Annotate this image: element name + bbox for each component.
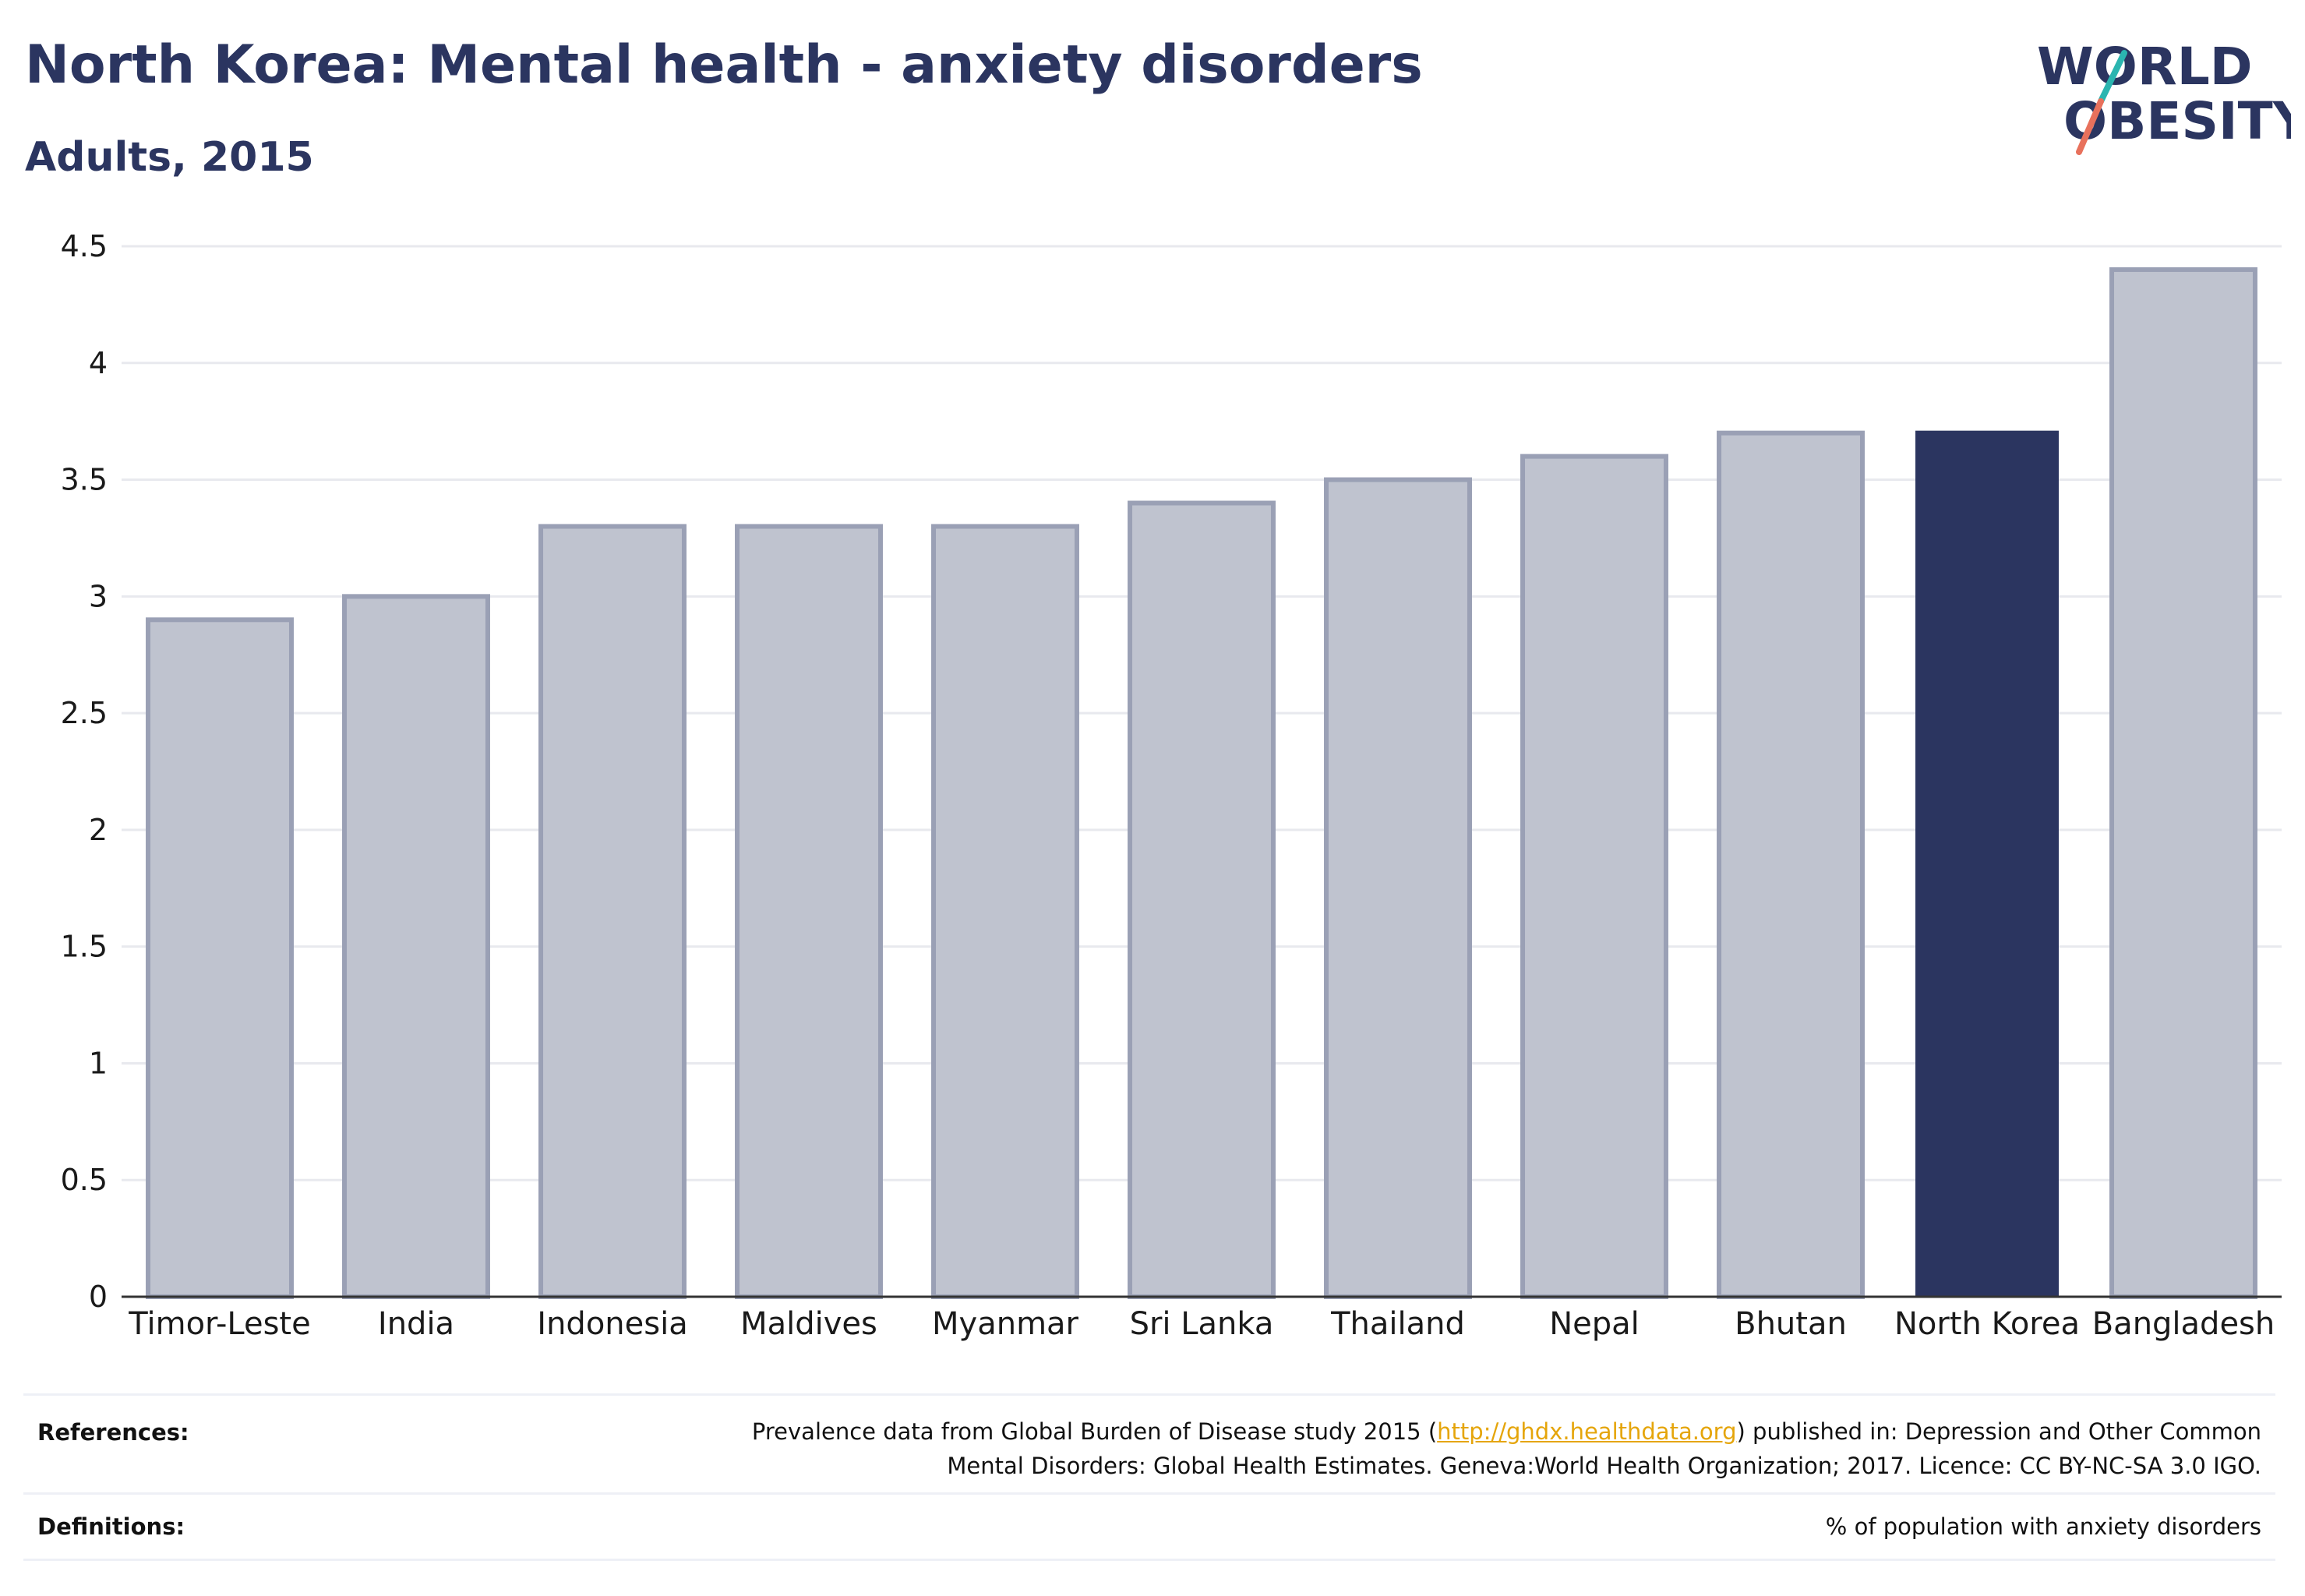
references-label: References: [37, 1419, 189, 1446]
x-axis-labels: Timor-Leste India Indonesia Maldives Myanmar… [128, 1306, 2275, 1342]
x-tick-label: Timor-Leste [128, 1306, 310, 1342]
x-tick-label: Nepal [1549, 1306, 1640, 1342]
x-tick-label: Bangladesh [2092, 1306, 2275, 1342]
x-tick-label: Maldives [740, 1306, 877, 1342]
bar-bhutan[interactable] [1717, 430, 1865, 1300]
definitions-row: Definitions: % of population with anxiet… [23, 1495, 2275, 1561]
x-tick-label: Bhutan [1735, 1306, 1847, 1342]
logo-slash-bottom [2076, 98, 2104, 155]
chart-subtitle: Adults, 2015 [25, 134, 314, 181]
y-tick-label: 3.5 [61, 463, 108, 497]
references-text-after: ) published in: Depression and Other Com… [1736, 1418, 2262, 1445]
definitions-text: % of population with anxiety disorders [1825, 1513, 2261, 1540]
logo-slash-top [2098, 50, 2127, 104]
y-tick-label: 2 [89, 813, 108, 847]
logo-word-world: WORLD [2037, 37, 2253, 97]
bar-maldives[interactable] [735, 524, 883, 1299]
references-link[interactable]: http://ghdx.healthdata.org [1437, 1418, 1737, 1445]
y-tick-label: 2.5 [61, 696, 108, 730]
bar-north-korea[interactable] [1915, 430, 2059, 1297]
y-tick-label: 1.5 [61, 930, 108, 964]
x-tick-label: Myanmar [932, 1306, 1079, 1342]
bar-indonesia[interactable] [538, 524, 687, 1299]
bar-sri-lanka[interactable] [1128, 500, 1276, 1299]
bar-india[interactable] [342, 594, 490, 1299]
world-obesity-logo: WORLD OBESITY [2026, 31, 2291, 164]
x-tick-label: Sri Lanka [1130, 1306, 1274, 1342]
definitions-label: Definitions: [37, 1513, 185, 1540]
references-line-2: Mental Disorders: Global Health Estimate… [947, 1453, 2261, 1479]
chart-title: North Korea: Mental health - anxiety dis… [25, 34, 1423, 96]
chart-footer: References: Prevalence data from Global … [23, 1393, 2275, 1561]
x-tick-label: Indonesia [537, 1306, 687, 1342]
y-axis-ticks: 0 0.5 1 1.5 2 2.5 3 3.5 4 4.5 [61, 229, 108, 1314]
y-tick-label: 0 [89, 1280, 108, 1314]
y-tick-label: 4 [89, 346, 108, 380]
y-tick-label: 4.5 [61, 229, 108, 263]
bar-nepal[interactable] [1520, 454, 1668, 1299]
references-text: Prevalence data from Global Burden of Di… [752, 1414, 2261, 1483]
x-tick-label: India [378, 1306, 454, 1342]
references-row: References: Prevalence data from Global … [23, 1396, 2275, 1495]
x-tick-label: Thailand [1330, 1306, 1465, 1342]
y-tick-label: 0.5 [61, 1163, 108, 1197]
world-obesity-logo-graphic: WORLD OBESITY [2037, 37, 2291, 155]
bar-thailand[interactable] [1324, 477, 1472, 1299]
references-text-before: Prevalence data from Global Burden of Di… [751, 1418, 1438, 1445]
bar-chart: 0 0.5 1 1.5 2 2.5 3 3.5 4 4.5 Timor-Leste India Ind… [61, 229, 2282, 1342]
references-line-1: Prevalence data from Global Burden of Di… [752, 1414, 2261, 1449]
bar-timor-leste[interactable] [146, 617, 294, 1299]
y-tick-label: 3 [89, 579, 108, 613]
x-tick-label: North Korea [1894, 1306, 2080, 1342]
bars [146, 267, 2257, 1300]
y-tick-label: 1 [89, 1046, 108, 1080]
bar-myanmar[interactable] [931, 524, 1079, 1299]
bar-bangladesh[interactable] [2109, 267, 2257, 1299]
